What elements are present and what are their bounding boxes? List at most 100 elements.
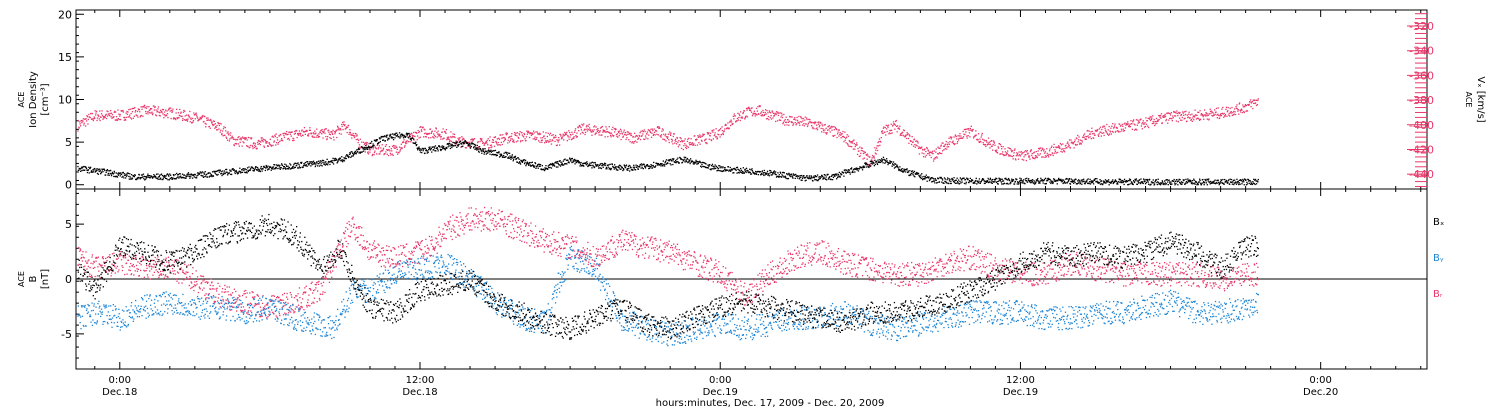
density-series-point (170, 175, 171, 176)
velocity-series-point (841, 137, 842, 138)
density-series-point (1018, 182, 1019, 183)
density-series-point (977, 181, 978, 182)
velocity-series-point (1191, 114, 1192, 115)
velocity-series-point (510, 140, 511, 141)
velocity-series-point (1018, 159, 1019, 160)
velocity-series-point (696, 139, 697, 140)
velocity-series-point (1207, 113, 1208, 114)
velocity-series-point (522, 140, 523, 141)
velocity-series-point (1099, 133, 1100, 134)
velocity-series-point (803, 118, 804, 119)
velocity-series-point (822, 125, 823, 126)
density-series-point (836, 173, 837, 174)
velocity-series-point (907, 132, 908, 133)
density-series-point (212, 171, 213, 172)
velocity-series-point (571, 132, 572, 133)
density-series-point (507, 154, 508, 155)
velocity-series-point (712, 132, 713, 133)
velocity-series-point (687, 141, 688, 142)
density-series-point (990, 179, 991, 180)
velocity-series-point (331, 138, 332, 139)
velocity-series-point (1169, 118, 1170, 119)
density-series-point (948, 183, 949, 184)
density-series-point (792, 176, 793, 177)
velocity-series-point (823, 132, 824, 133)
density-series-point (767, 171, 768, 172)
velocity-series-point (576, 133, 577, 134)
velocity-series-point (296, 130, 297, 131)
velocity-series-point (875, 150, 876, 151)
density-series-point (775, 171, 776, 172)
velocity-series-point (892, 132, 893, 133)
velocity-series-point (238, 136, 239, 137)
velocity-series-point (684, 140, 685, 141)
density-series-point (779, 174, 780, 175)
velocity-series-point (935, 157, 936, 158)
velocity-series-point (1131, 123, 1132, 124)
velocity-series-point (276, 142, 277, 143)
velocity-series-point (1252, 101, 1253, 102)
velocity-series-point (1011, 150, 1012, 151)
velocity-series-point (1043, 156, 1044, 157)
density-series-point (952, 179, 953, 180)
velocity-series-point (543, 131, 544, 132)
density-series-point (719, 170, 720, 171)
velocity-series-point (574, 130, 575, 131)
density-series-point (1017, 183, 1018, 184)
velocity-series-point (341, 124, 342, 125)
velocity-series-point (1014, 150, 1015, 151)
velocity-series-point (917, 142, 918, 143)
density-series-point (429, 146, 430, 147)
velocity-series-point (227, 131, 228, 132)
velocity-series-point (575, 135, 576, 136)
velocity-series-point (650, 129, 651, 130)
velocity-series-point (1112, 123, 1113, 124)
velocity-series-point (642, 133, 643, 134)
density-series-point (557, 161, 558, 162)
density-series-point (690, 158, 691, 159)
velocity-series-point (1238, 109, 1239, 110)
velocity-series-point (180, 115, 181, 116)
velocity-series-point (557, 145, 558, 146)
density-series-point (910, 174, 911, 175)
velocity-series-point (365, 151, 366, 152)
velocity-series-point (680, 141, 681, 142)
velocity-series-point (1140, 119, 1141, 120)
velocity-series-point (605, 126, 606, 127)
velocity-series-point (90, 117, 91, 118)
density-series-point (985, 183, 986, 184)
velocity-series-point (411, 133, 412, 134)
density-series-point (77, 166, 78, 167)
velocity-series-point (162, 113, 163, 114)
velocity-series-point (938, 153, 939, 154)
velocity-series-point (705, 139, 706, 140)
velocity-series-point (469, 142, 470, 143)
density-series-point (921, 178, 922, 179)
density-series-point (833, 177, 834, 178)
velocity-series-point (519, 133, 520, 134)
velocity-series-point (137, 111, 138, 112)
density-series-point (990, 178, 991, 179)
velocity-series-point (806, 119, 807, 120)
velocity-series-point (418, 130, 419, 131)
velocity-series-point (1188, 116, 1189, 117)
velocity-series-point (547, 140, 548, 141)
velocity-series-point (740, 111, 741, 112)
velocity-series-point (1114, 127, 1115, 128)
velocity-series-point (873, 156, 874, 157)
velocity-series-point (644, 139, 645, 140)
density-series-point (319, 162, 320, 163)
velocity-series-point (431, 133, 432, 134)
velocity-series-point (749, 108, 750, 109)
velocity-series-point (640, 131, 641, 132)
velocity-series-point (390, 154, 391, 155)
velocity-series-point (588, 126, 589, 127)
velocity-series-point (880, 141, 881, 142)
velocity-series-point (957, 135, 958, 136)
velocity-series-point (786, 122, 787, 123)
density-series-point (1023, 181, 1024, 182)
velocity-series-point (539, 134, 540, 135)
density-series-point (365, 147, 366, 148)
velocity-series-point (944, 146, 945, 147)
velocity-series-point (215, 123, 216, 124)
